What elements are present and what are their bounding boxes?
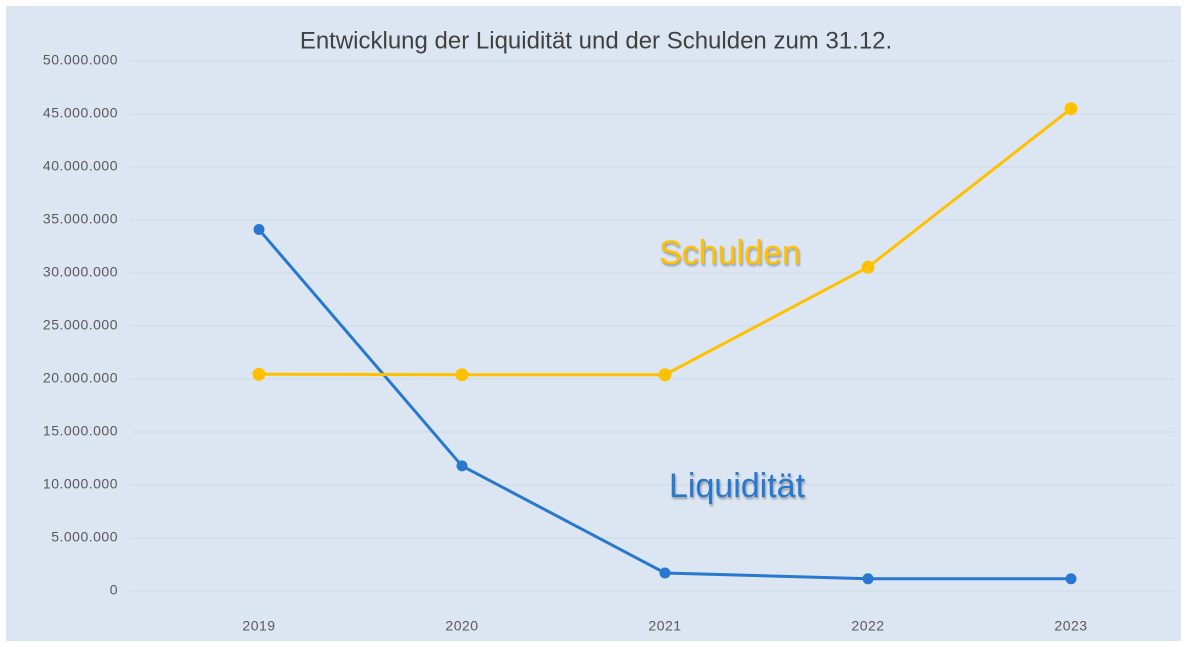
data-point xyxy=(456,460,468,472)
chart-title: Entwicklung der Liquidität und der Schul… xyxy=(300,27,892,54)
y-tick-label: 5.000.000 xyxy=(51,529,118,545)
data-point xyxy=(252,367,266,381)
y-tick-label: 35.000.000 xyxy=(43,211,118,227)
y-tick-label: 50.000.000 xyxy=(43,52,118,68)
data-point xyxy=(659,567,671,579)
x-tick-label: 2020 xyxy=(445,618,478,634)
legend-label: Schulden xyxy=(659,234,801,272)
y-tick-label: 15.000.000 xyxy=(43,423,118,439)
data-point xyxy=(862,573,874,585)
x-tick-label: 2022 xyxy=(851,618,884,634)
y-tick-label: 25.000.000 xyxy=(43,317,118,333)
y-tick-label: 20.000.000 xyxy=(43,370,118,386)
data-point xyxy=(861,260,875,274)
y-tick-label: 40.000.000 xyxy=(43,158,118,174)
data-point xyxy=(658,368,672,382)
y-tick-label: 10.000.000 xyxy=(43,476,118,492)
legend-label: Liquidität xyxy=(669,467,806,505)
data-point xyxy=(1065,573,1077,585)
x-tick-label: 2021 xyxy=(648,618,681,634)
data-point xyxy=(1064,102,1078,116)
x-tick-label: 2023 xyxy=(1054,618,1087,634)
y-tick-label: 0 xyxy=(110,582,118,598)
x-tick-label: 2019 xyxy=(242,618,275,634)
y-tick-label: 30.000.000 xyxy=(43,264,118,280)
chart-background xyxy=(6,6,1181,641)
data-point xyxy=(253,224,265,236)
data-point xyxy=(455,368,469,382)
y-tick-label: 45.000.000 xyxy=(43,105,118,121)
